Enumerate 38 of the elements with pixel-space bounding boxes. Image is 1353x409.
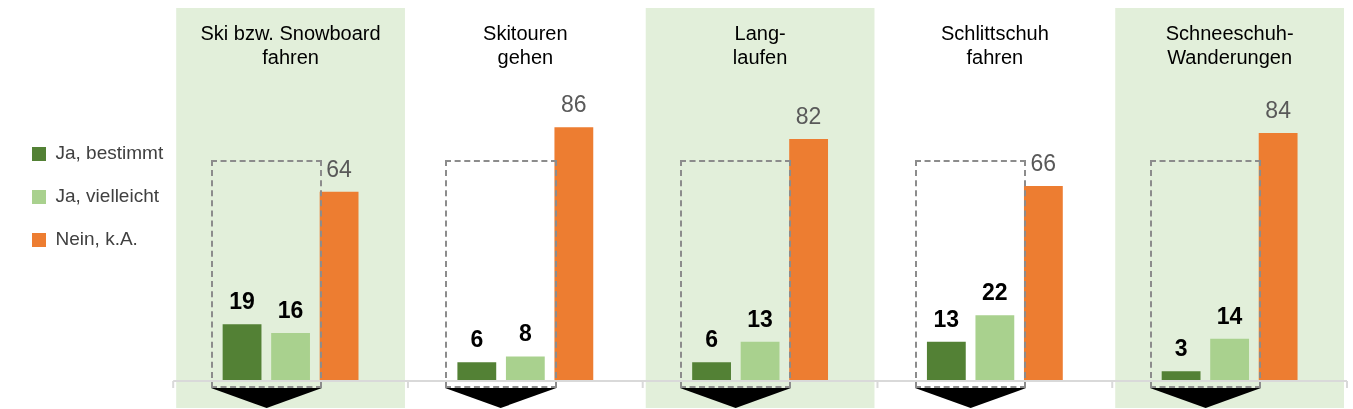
x-tick-label: Ski bzw. Snowboard fahren (200, 21, 381, 68)
bar (319, 191, 359, 380)
bar (1161, 371, 1201, 380)
bar (457, 362, 497, 380)
bar (222, 324, 262, 380)
bar (926, 341, 966, 380)
bar (975, 315, 1015, 380)
data-label: 8 (518, 320, 532, 347)
bar (1210, 338, 1250, 380)
data-label: 66 (1030, 149, 1057, 176)
bar (505, 356, 545, 380)
data-label: 64 (326, 155, 353, 182)
x-tick-label: Schlittschuh fahren (940, 21, 1049, 68)
data-label: 22 (982, 279, 1008, 306)
bar (789, 138, 829, 380)
data-label: 19 (229, 287, 255, 314)
data-label: 3 (1174, 335, 1188, 362)
bar (1023, 185, 1063, 380)
x-tick-label: Schneeschuh- Wanderungen (1165, 21, 1294, 68)
x-tick-label: Skitouren gehen (483, 21, 568, 68)
bar (740, 341, 780, 380)
legend-label: Ja, bestimmt (55, 142, 164, 164)
x-tick-label: Lang- laufen (732, 21, 788, 68)
bar (1258, 133, 1298, 380)
legend-label: Nein, k.A. (55, 228, 138, 250)
bar (554, 127, 594, 380)
legend-label: Ja, vielleicht (55, 185, 160, 207)
data-label: 13 (747, 305, 773, 332)
bar (692, 362, 731, 380)
data-label: 16 (277, 296, 304, 323)
data-label: 6 (705, 326, 718, 353)
data-label: 13 (933, 305, 960, 332)
bar (271, 332, 310, 380)
data-label: 6 (470, 326, 484, 353)
data-label: 86 (561, 91, 587, 117)
data-label: 82 (795, 102, 822, 129)
data-label: 84 (1265, 96, 1292, 123)
data-label: 14 (1216, 302, 1243, 329)
